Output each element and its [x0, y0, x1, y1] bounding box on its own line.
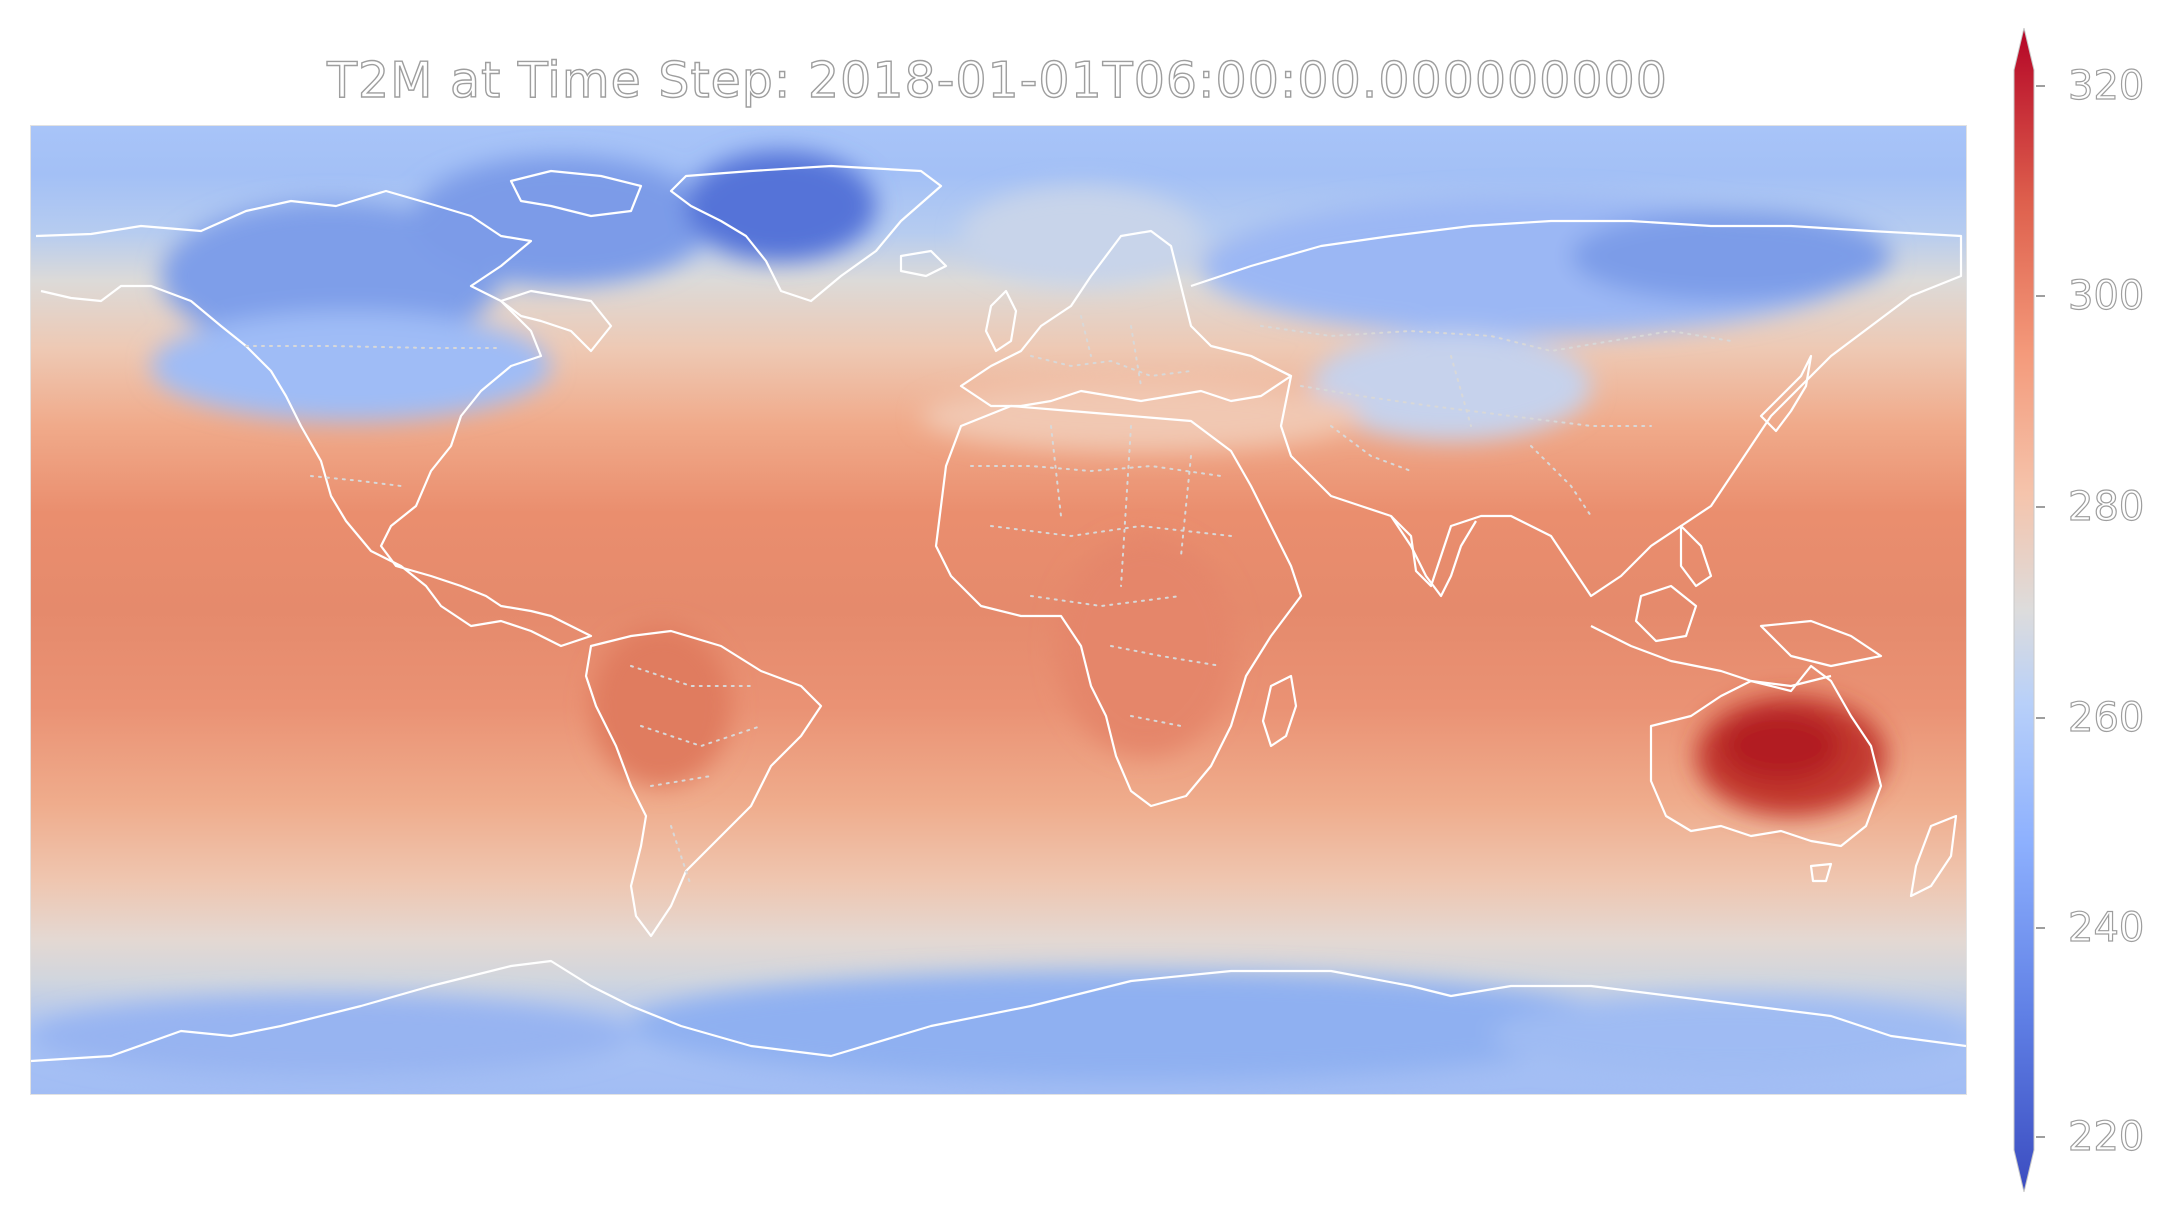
new-guinea-coast	[1759, 619, 1883, 668]
east-siberia-cold-field	[1571, 211, 1891, 301]
antarctica-coast	[31, 959, 1966, 1063]
philippines-coast	[1679, 524, 1713, 588]
chart-title: T2M at Time Step: 2018-01-01T06:00:00.00…	[326, 51, 1668, 109]
temperature-map	[30, 125, 1967, 1095]
tick-mark-260	[2036, 717, 2045, 719]
greenland-coast	[669, 164, 943, 303]
south-america-borders	[630, 665, 762, 887]
south-america-coast	[584, 629, 823, 938]
central-asia-cool-field	[1311, 331, 1591, 441]
africa-coast	[934, 404, 1303, 808]
north-america-cool-field	[151, 311, 551, 421]
tick-label-320: 320	[2067, 63, 2145, 109]
north-america-coast	[35, 189, 593, 648]
asia-borders	[1260, 325, 1732, 517]
hudson-bay-coast	[499, 289, 613, 353]
tick-label-240: 240	[2067, 905, 2145, 951]
us-canada-border	[245, 345, 502, 349]
arctic-archipelago-cold-field	[411, 156, 711, 286]
south-america-field	[591, 626, 731, 786]
new-zealand-coast	[1909, 814, 1958, 898]
canada-cold-field	[161, 201, 501, 351]
tick-label-220: 220	[2067, 1114, 2145, 1160]
africa-borders	[970, 425, 1232, 727]
west-antarctica-cold-field	[31, 996, 631, 1076]
greenland-cold-field	[686, 151, 876, 261]
tick-mark-220	[2036, 1136, 2045, 1138]
india-coast	[1390, 515, 1477, 598]
tick-mark-320	[2036, 85, 2045, 87]
tick-label-300: 300	[2067, 273, 2145, 319]
borneo-coast	[1634, 584, 1698, 643]
country-borders	[245, 315, 1732, 887]
asia-coast	[1190, 219, 1963, 598]
uk-coast	[984, 289, 1018, 353]
coastlines	[31, 164, 1966, 1063]
tick-label-280: 280	[2067, 484, 2145, 530]
europe-borders	[1030, 315, 1192, 387]
tick-mark-300	[2036, 295, 2045, 297]
tasmania-coast	[1809, 862, 1833, 883]
tick-mark-240	[2036, 927, 2045, 929]
colorbar	[2013, 28, 2035, 1192]
east-antarctica-cold-field	[1491, 996, 1966, 1076]
scandinavia-field	[961, 186, 1201, 286]
japan-coast	[1759, 354, 1813, 433]
map-svg	[31, 151, 1966, 1081]
antarctica-cold-field	[631, 971, 1631, 1081]
tick-mark-280	[2036, 506, 2045, 508]
australia-coast	[1649, 664, 1883, 848]
us-mexico-border	[310, 475, 402, 487]
iceland-coast	[899, 249, 948, 278]
australia-core-hot-field	[1721, 711, 1841, 781]
africa-field	[1056, 536, 1236, 756]
temperature-field	[31, 151, 1966, 1081]
arctic-islands-coast	[509, 169, 643, 218]
tick-label-260: 260	[2067, 695, 2145, 741]
indonesia-coast	[1590, 625, 1832, 688]
madagascar-coast	[1261, 674, 1298, 748]
